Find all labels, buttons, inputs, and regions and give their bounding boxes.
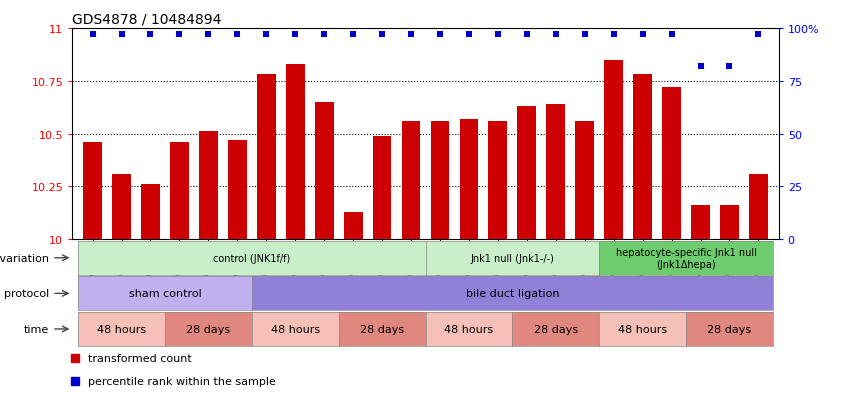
Text: 48 hours: 48 hours (271, 324, 320, 334)
Bar (83, 142, 102, 240)
Point (578, 32, 591, 38)
Point (115, 32, 129, 38)
Point (86, 32, 100, 38)
Point (491, 32, 505, 38)
Point (404, 32, 418, 38)
Point (231, 32, 244, 38)
Bar (112, 174, 131, 240)
Text: 28 days: 28 days (707, 324, 751, 334)
Bar (228, 140, 247, 240)
Bar (575, 121, 594, 240)
Bar (199, 132, 218, 240)
Bar (720, 206, 739, 240)
Text: bile duct ligation: bile duct ligation (465, 289, 559, 299)
Bar (170, 142, 189, 240)
Text: 28 days: 28 days (186, 324, 231, 334)
Bar (604, 61, 623, 240)
Text: transformed count: transformed count (88, 354, 191, 363)
Bar (373, 136, 391, 240)
Text: sham control: sham control (129, 289, 202, 299)
Point (375, 32, 389, 38)
Bar (315, 103, 334, 240)
Bar (141, 185, 160, 240)
Bar (488, 121, 507, 240)
Text: GDS4878 / 10484894: GDS4878 / 10484894 (72, 12, 222, 26)
Point (433, 32, 447, 38)
Bar (460, 119, 478, 240)
Bar (286, 65, 305, 240)
Bar (257, 75, 276, 240)
Point (173, 32, 186, 38)
Text: 48 hours: 48 hours (97, 324, 146, 334)
Text: 28 days: 28 days (534, 324, 578, 334)
Text: time: time (24, 324, 49, 334)
Bar (749, 174, 768, 240)
Text: Jnk1 null (Jnk1-/-): Jnk1 null (Jnk1-/-) (471, 253, 554, 263)
Point (346, 32, 360, 38)
Point (317, 32, 331, 38)
Bar (431, 121, 449, 240)
Text: 48 hours: 48 hours (618, 324, 667, 334)
Bar (633, 75, 652, 240)
Text: 28 days: 28 days (360, 324, 404, 334)
Point (549, 32, 563, 38)
Bar (517, 107, 536, 240)
Text: control (JNK1f/f): control (JNK1f/f) (214, 253, 290, 263)
Point (462, 32, 476, 38)
Text: percentile rank within the sample: percentile rank within the sample (88, 376, 276, 386)
Point (722, 64, 736, 70)
Point (202, 32, 215, 38)
Bar (662, 88, 681, 240)
Point (520, 32, 534, 38)
Point (751, 32, 765, 38)
Text: genotype/variation: genotype/variation (0, 253, 49, 263)
Point (144, 32, 157, 38)
Point (636, 32, 649, 38)
Point (607, 32, 620, 38)
Text: 48 hours: 48 hours (444, 324, 494, 334)
Point (288, 32, 302, 38)
Text: hepatocyte-specific Jnk1 null
(Jnk1Δhepa): hepatocyte-specific Jnk1 null (Jnk1Δhepa… (615, 247, 757, 269)
Bar (691, 206, 710, 240)
Bar (546, 105, 565, 240)
Bar (344, 212, 363, 240)
Point (665, 32, 678, 38)
Point (260, 32, 273, 38)
Text: protocol: protocol (4, 289, 49, 299)
Bar (402, 121, 420, 240)
Point (694, 64, 707, 70)
